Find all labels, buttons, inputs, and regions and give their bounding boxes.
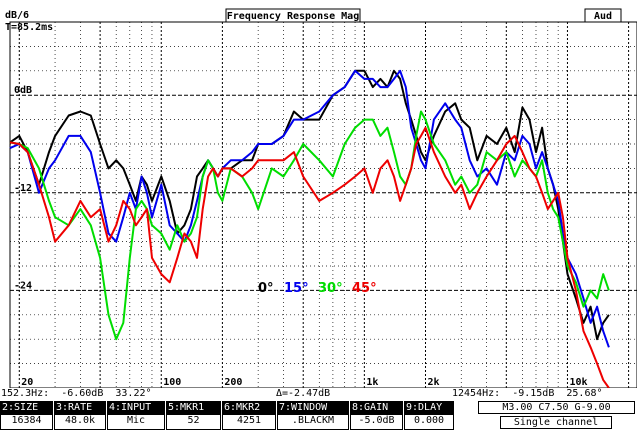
series-line-15deg xyxy=(9,69,610,348)
param-key: 6:MKR2 xyxy=(223,402,275,415)
param-key: 3:RATE xyxy=(55,402,105,415)
param-key: 2:SIZE xyxy=(1,402,52,415)
x-tick-label: 1k xyxy=(366,377,378,388)
aud-button[interactable]: Aud xyxy=(584,8,622,23)
scale-settings[interactable]: M3.00 C7.50 G-9.00 xyxy=(478,401,635,414)
x-tick-label: 2k xyxy=(427,377,439,388)
param-size[interactable]: 2:SIZE 16384 xyxy=(0,401,53,430)
plot-frame xyxy=(9,21,637,388)
cursor2-readout: 12454Hz: -9.15dB 25.68° xyxy=(452,388,603,399)
curves xyxy=(9,69,610,388)
legend-item: 45° xyxy=(352,281,377,296)
y-tick-label: -24 xyxy=(14,280,32,291)
param-value: -5.0dB xyxy=(358,415,395,426)
param-value: 4251 xyxy=(236,415,262,426)
cursor-readout-row: 152.3Hz: -6.60dB 33.22° Δ=-2.47dB 12454H… xyxy=(0,388,637,400)
grid xyxy=(10,21,637,388)
x-tick-label: 200 xyxy=(224,377,242,388)
legend: 0° 15° 30° 45° xyxy=(258,281,377,296)
cursor1-readout: 152.3Hz: -6.60dB 33.22° xyxy=(1,388,152,399)
status-panel: 152.3Hz: -6.60dB 33.22° Δ=-2.47dB 12454H… xyxy=(0,388,637,431)
legend-item: 15° xyxy=(284,281,309,296)
param-key: 8:GAIN xyxy=(351,402,402,415)
delta-readout: Δ=-2.47dB xyxy=(276,388,331,399)
legend-item: 30° xyxy=(318,281,343,296)
param-value: 52 xyxy=(187,415,200,426)
x-tick-label: 100 xyxy=(163,377,181,388)
param-key: 9:DLAY xyxy=(405,402,453,415)
aud-label: Aud xyxy=(594,11,612,22)
x-tick-label: 20 xyxy=(21,377,33,388)
units-label: dB/6 xyxy=(5,10,29,21)
title-box[interactable]: Frequency Response Mag xyxy=(225,8,361,23)
y-tick-label: 0dB xyxy=(14,85,32,96)
channel-mode-button[interactable]: Single channel xyxy=(500,416,612,429)
param-gain[interactable]: 8:GAIN -5.0dB xyxy=(350,401,403,430)
param-value: 16384 xyxy=(11,415,42,426)
param-dlay[interactable]: 9:DLAY 0.000 xyxy=(404,401,454,430)
param-input[interactable]: 4:INPUT Mic xyxy=(107,401,165,430)
param-key: 4:INPUT xyxy=(108,402,164,415)
param-mkr1[interactable]: 5:MKR1 52 xyxy=(166,401,221,430)
frequency-response-chart: 0dB -12 -24 20 100 200 1k 2k 10k Frequency Respo… xyxy=(5,8,637,388)
param-value: 48.0k xyxy=(64,415,96,426)
x-tick-label: 10k xyxy=(569,377,587,388)
y-tick-label: -12 xyxy=(14,183,32,194)
param-rate[interactable]: 3:RATE 48.0k xyxy=(54,401,106,430)
time-label: T=85.2ms xyxy=(5,22,53,33)
series-line-45deg xyxy=(9,126,610,388)
param-value: 0.000 xyxy=(413,415,445,426)
param-mkr2[interactable]: 6:MKR2 4251 xyxy=(222,401,276,430)
tick-labels: 0dB -12 -24 20 100 200 1k 2k 10k xyxy=(14,85,588,388)
param-window[interactable]: 7:WINDOW .BLACKM xyxy=(277,401,349,430)
legend-item: 0° xyxy=(258,281,274,296)
chart-title: Frequency Response Mag xyxy=(227,11,359,22)
param-key: 5:MKR1 xyxy=(167,402,220,415)
param-key: 7:WINDOW xyxy=(278,402,348,415)
param-value: .BLACKM xyxy=(291,415,335,426)
param-value: Mic xyxy=(126,415,146,426)
